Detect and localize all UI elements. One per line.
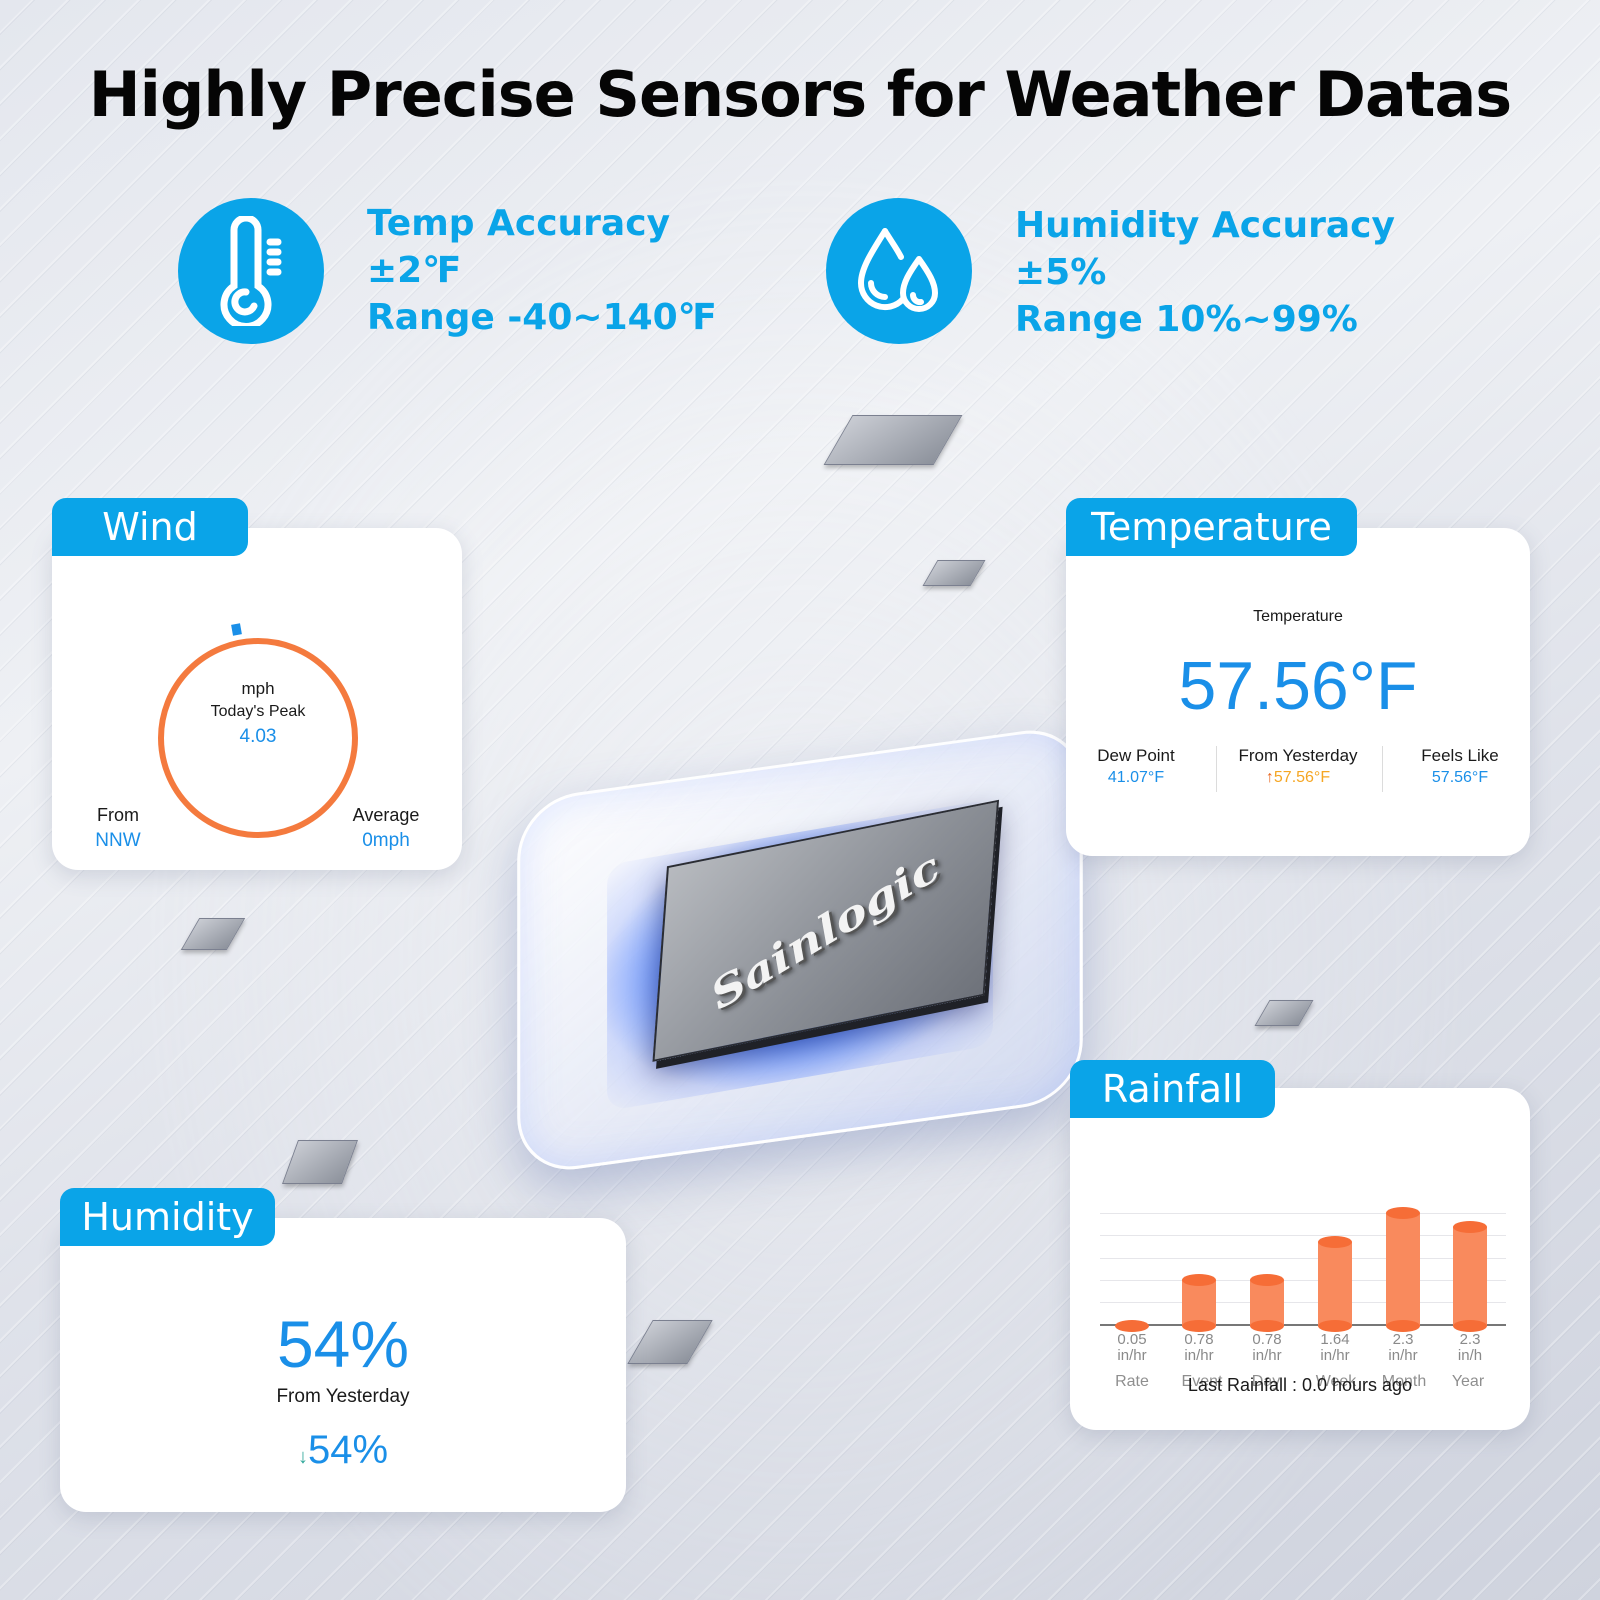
bar-year	[1453, 1221, 1487, 1332]
temp-spec-title: Temp Accuracy	[367, 203, 671, 244]
humidity-from-yesterday-label: From Yesterday	[276, 1386, 410, 1407]
temperature-tab: Temperature	[1066, 498, 1357, 556]
wind-from: From NNW	[76, 802, 160, 854]
grid-line	[1100, 1213, 1506, 1214]
wind-from-value: NNW	[95, 830, 141, 851]
bar-value-label: 0.05 in/hr	[1117, 1331, 1147, 1364]
grid-line	[1100, 1302, 1506, 1303]
bar-category: Month	[1381, 1373, 1427, 1390]
temp-spec-range: Range -40~140℉	[367, 297, 717, 338]
humidity-spec-accuracy: ±5%	[1015, 252, 1107, 293]
rainfall-tab: Rainfall	[1070, 1060, 1275, 1118]
temperature-value: 57.56°F	[1178, 648, 1418, 724]
wind-average-value: 0mph	[362, 830, 410, 851]
dew-point-value: 41.07°F	[1107, 769, 1165, 786]
wind-direction-marker	[231, 623, 242, 636]
humidity-change: ↓54%	[60, 1428, 626, 1473]
bar-category: Event	[1181, 1373, 1223, 1390]
divider	[1382, 746, 1383, 792]
chip-brand-logo: Sainlogic	[704, 842, 947, 1019]
grid-line	[1100, 1280, 1506, 1281]
wind-tab: Wind	[52, 498, 248, 556]
bar-week	[1318, 1236, 1352, 1332]
humidity-card: 54% From Yesterday ↓54%	[60, 1218, 626, 1512]
wind-peak-value: 4.03	[239, 726, 277, 747]
wind-peak-label: Today's Peak	[210, 703, 306, 720]
x-axis	[1100, 1324, 1506, 1326]
dew-point-label: Dew Point	[1097, 746, 1175, 765]
from-yesterday: From Yesterday ↑57.56°F	[1226, 746, 1370, 787]
bar-category: Rate	[1115, 1373, 1149, 1390]
wind-gauge-center: mph Today's Peak 4.03	[158, 678, 358, 750]
wind-gauge-ring	[158, 638, 358, 838]
grid-line	[1100, 1258, 1506, 1259]
temperature-card: Temperature 57.56°F Dew Point 41.07°F Fr…	[1066, 528, 1530, 856]
humidity-spec-title: Humidity Accuracy	[1015, 205, 1395, 246]
temperature-heading: Temperature	[1253, 608, 1343, 625]
humidity-spec-text: Humidity Accuracy ±5% Range 10%~99%	[1015, 202, 1395, 343]
from-yesterday-trend: ↑57.56°F	[1226, 769, 1370, 787]
page-title: Highly Precise Sensors for Weather Datas	[88, 58, 1512, 131]
wind-from-label: From	[97, 805, 139, 825]
bar-category: Week	[1315, 1373, 1357, 1390]
divider	[1216, 746, 1217, 792]
wind-average: Average 0mph	[336, 802, 436, 854]
bar-value-label: 2.3 in/hr	[1388, 1331, 1418, 1364]
temp-spec-text: Temp Accuracy ±2℉ Range -40~140℉	[367, 200, 717, 341]
from-yesterday-value: 57.56°F	[1273, 769, 1331, 786]
bar-value-label: 0.78 in/hr	[1184, 1331, 1214, 1364]
bar-value-label: 0.78 in/hr	[1252, 1331, 1282, 1364]
bar-day	[1250, 1274, 1284, 1332]
bar-month	[1386, 1207, 1420, 1332]
processor-chip-illustration: Sainlogic	[480, 720, 1120, 1180]
humidity-spec-range: Range 10%~99%	[1015, 299, 1358, 340]
bar-event	[1182, 1274, 1216, 1332]
wind-average-label: Average	[352, 805, 420, 825]
rainfall-card: 0.05 in/hr 0.78 in/hr 0.78 in/hr 1.64 in/hr …	[1070, 1088, 1530, 1430]
last-rainfall-text: Last Rainfall : 0.0 hours ago	[1187, 1375, 1413, 1395]
wind-unit: mph	[241, 679, 275, 698]
from-yesterday-label: From Yesterday	[1238, 746, 1358, 765]
feels-like-value: 57.56°F	[1431, 769, 1489, 786]
dew-point: Dew Point 41.07°F	[1076, 746, 1196, 787]
arrow-down-icon: ↓	[297, 1446, 308, 1468]
humidity-change-value: 54%	[307, 1428, 389, 1472]
bar-category: Year	[1451, 1373, 1485, 1390]
bar-rate	[1115, 1320, 1149, 1332]
bar-value-label: 1.64 in/hr	[1320, 1331, 1350, 1364]
humidity-tab: Humidity	[60, 1188, 275, 1246]
bar-value-label: 2.3 in/h	[1457, 1331, 1483, 1364]
feels-like-label: Feels Like	[1421, 746, 1499, 765]
wind-card: mph Today's Peak 4.03 From NNW Average 0…	[52, 528, 462, 870]
thermometer-icon	[178, 198, 324, 344]
rainfall-chart: 0.05 in/hr 0.78 in/hr 0.78 in/hr 1.64 in/hr …	[1100, 1207, 1506, 1413]
humidity-value: 54%	[276, 1307, 410, 1381]
feels-like: Feels Like 57.56°F	[1400, 746, 1520, 787]
water-drops-icon	[826, 198, 972, 344]
bar-category: Day	[1251, 1373, 1281, 1390]
grid-line	[1100, 1235, 1506, 1236]
temp-spec-accuracy: ±2℉	[367, 250, 462, 291]
arrow-up-icon: ↑	[1265, 769, 1274, 786]
